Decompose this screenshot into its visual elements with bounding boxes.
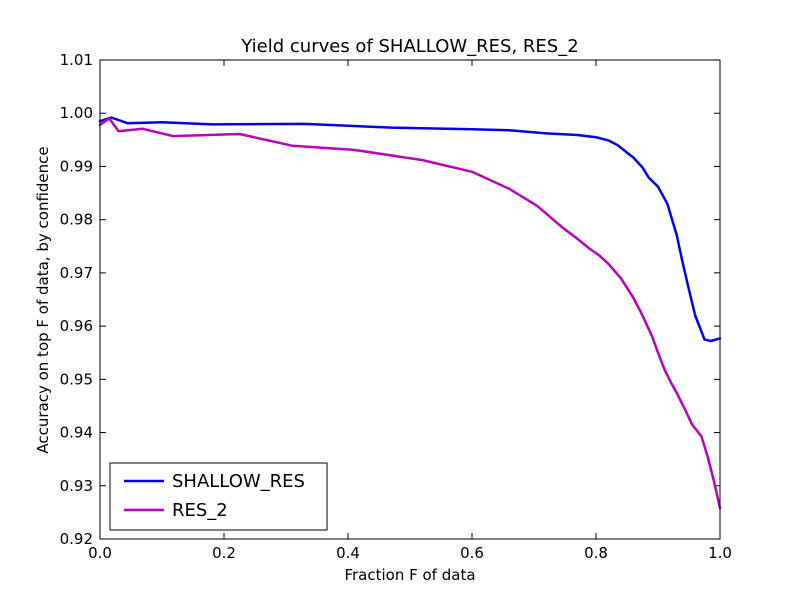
x-axis-title: Fraction F of data bbox=[344, 566, 475, 584]
y-tick-label: 1.00 bbox=[60, 104, 93, 122]
x-tick-label: 0.4 bbox=[336, 544, 360, 562]
x-tick-label: 0.0 bbox=[88, 544, 112, 562]
y-tick-label: 0.95 bbox=[60, 370, 93, 388]
y-tick-label: 0.94 bbox=[60, 424, 93, 442]
legend: SHALLOW_RES RES_2 bbox=[109, 462, 328, 531]
x-tick-label: 1.0 bbox=[708, 544, 732, 562]
axis-tick-labels: 0.0 0.2 0.4 0.6 0.8 1.0 0.92 0.93 0.94 0.95 0.96 0.… bbox=[60, 51, 732, 562]
y-tick-label: 0.92 bbox=[60, 530, 93, 548]
legend-box bbox=[109, 462, 328, 531]
series-lines bbox=[98, 116, 722, 510]
y-axis-title: Accuracy on top F of data, by confidence bbox=[34, 146, 52, 453]
y-tick-label: 0.98 bbox=[60, 211, 93, 229]
y-tick-label: 1.01 bbox=[60, 51, 93, 69]
legend-label-shallow-res: SHALLOW_RES bbox=[172, 471, 305, 492]
x-tick-label: 0.2 bbox=[212, 544, 236, 562]
x-tick-label: 0.8 bbox=[584, 544, 608, 562]
series-line-shallow-res bbox=[98, 116, 722, 343]
chart-title: Yield curves of SHALLOW_RES, RES_2 bbox=[240, 36, 578, 57]
series-line-res-2 bbox=[98, 117, 722, 510]
y-tick-label: 0.97 bbox=[60, 264, 93, 282]
plot-frame bbox=[99, 59, 721, 540]
y-tick-label: 0.93 bbox=[60, 477, 93, 495]
y-tick-label: 0.96 bbox=[60, 317, 93, 335]
legend-label-res-2: RES_2 bbox=[172, 500, 228, 521]
x-tick-label: 0.6 bbox=[460, 544, 484, 562]
y-tick-label: 0.99 bbox=[60, 157, 93, 175]
